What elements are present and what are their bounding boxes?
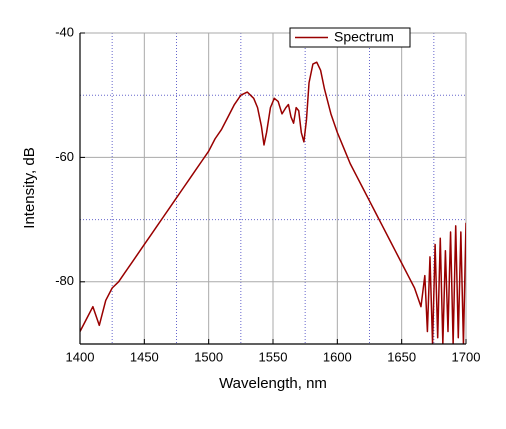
- legend-box: [289, 27, 411, 48]
- x-tick-label: 1550: [259, 349, 288, 364]
- x-tick-label: 1450: [130, 349, 159, 364]
- x-tick-label: 1400: [66, 349, 95, 364]
- x-tick-label: 1500: [194, 349, 223, 364]
- legend-label: Spectrum: [334, 29, 394, 45]
- x-tick-label: 1600: [323, 349, 352, 364]
- y-axis-title: Intensity, dB: [21, 147, 38, 228]
- y-tick-label: -80: [55, 273, 74, 288]
- x-axis-title: Wavelength, nm: [219, 375, 327, 392]
- x-tick-label: 1700: [452, 349, 481, 364]
- x-tick-label: 1650: [387, 349, 416, 364]
- spectrum-line: [80, 61, 466, 344]
- y-tick-label: -40: [55, 24, 74, 39]
- y-tick-label: -60: [55, 149, 74, 164]
